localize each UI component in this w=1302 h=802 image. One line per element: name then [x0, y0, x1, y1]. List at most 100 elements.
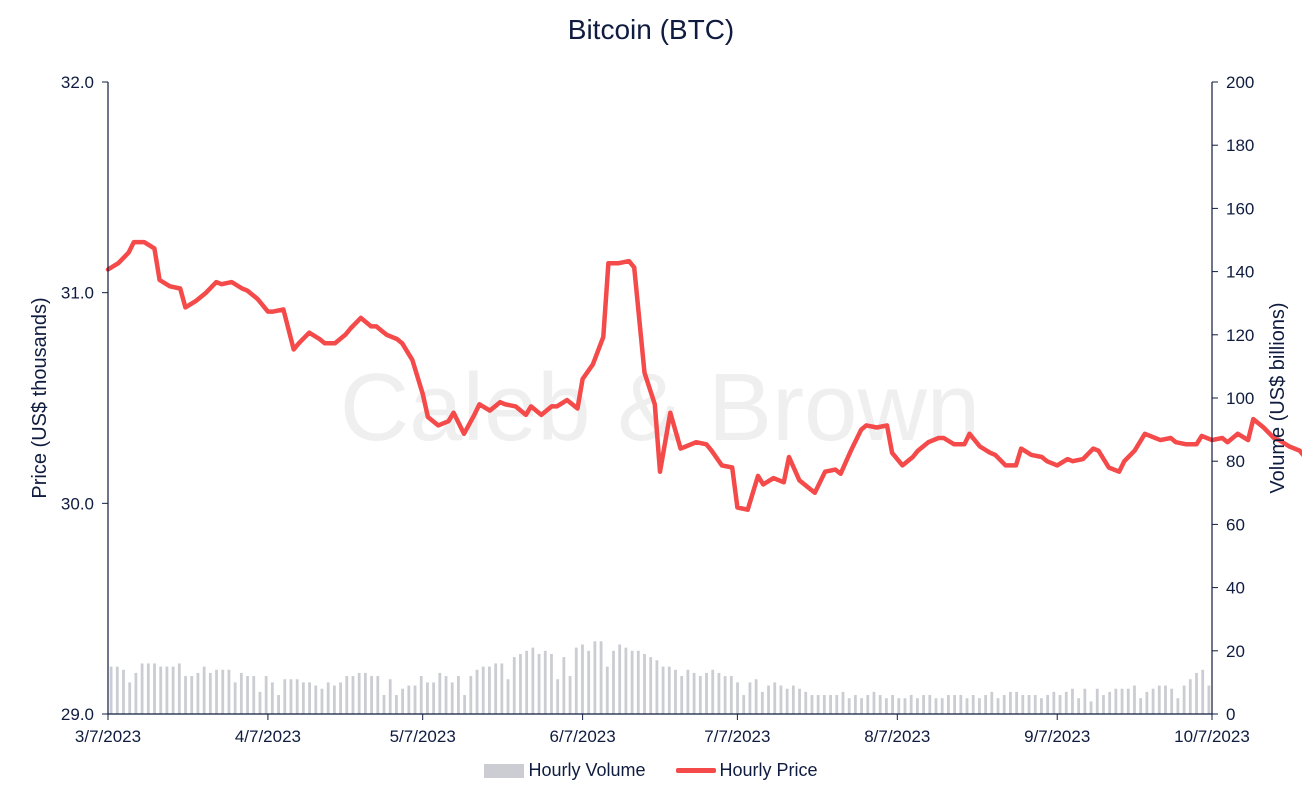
volume-bar — [506, 679, 510, 714]
volume-bar — [1021, 695, 1025, 714]
volume-bar — [723, 676, 727, 714]
volume-bar — [655, 660, 659, 714]
legend-label-price: Hourly Price — [719, 760, 818, 780]
volume-bar — [804, 691, 808, 714]
volume-bar — [922, 695, 925, 714]
volume-bar — [196, 672, 200, 714]
volume-bar — [457, 676, 460, 714]
x-tick-label: 7/7/2023 — [704, 727, 770, 746]
volume-bar — [884, 698, 888, 714]
right-tick-label: 40 — [1226, 579, 1245, 598]
volume-bar — [909, 695, 913, 714]
x-tick-label: 3/7/2023 — [75, 727, 141, 746]
volume-bar — [512, 657, 516, 714]
volume-bar — [134, 672, 138, 714]
volume-bar — [531, 647, 535, 714]
volume-bar — [444, 676, 448, 714]
volume-bar — [742, 695, 746, 714]
volume-bar — [388, 679, 392, 714]
volume-bar — [1133, 685, 1136, 714]
volume-bar — [599, 641, 603, 714]
legend-swatch-volume — [484, 763, 525, 778]
volume-bar — [692, 672, 696, 714]
volume-bars — [109, 641, 1211, 714]
volume-bar — [407, 685, 411, 714]
volume-bar — [674, 669, 677, 714]
x-tick-label: 8/7/2023 — [864, 727, 930, 746]
volume-bar — [208, 672, 212, 714]
left-tick-label: 31.0 — [61, 284, 94, 303]
volume-bar — [525, 650, 529, 714]
volume-bar — [698, 676, 702, 714]
volume-bar — [1058, 695, 1062, 714]
volume-bar — [853, 695, 857, 714]
volume-bar — [332, 685, 336, 714]
volume-bar — [494, 663, 498, 714]
volume-bar — [1170, 688, 1174, 714]
volume-bar — [581, 644, 584, 714]
volume-bar — [426, 682, 429, 714]
left-tick-label: 30.0 — [61, 494, 94, 513]
right-tick-label: 60 — [1226, 515, 1245, 534]
volume-bar — [1052, 691, 1056, 714]
volume-bar — [221, 669, 225, 714]
volume-bar — [798, 688, 801, 714]
volume-bar — [1145, 691, 1149, 714]
right-tick-label: 180 — [1226, 136, 1254, 155]
left-axis-title: Price (US$ thousands) — [29, 297, 51, 498]
price-line-group — [105, 239, 1302, 512]
legend: Hourly Volume Hourly Price — [0, 760, 1302, 781]
volume-bar — [258, 691, 262, 714]
volume-bar — [860, 698, 863, 714]
volume-bar — [109, 666, 113, 714]
volume-bar — [847, 698, 851, 714]
volume-bar — [171, 666, 175, 714]
volume-bar — [326, 682, 330, 714]
volume-bar — [1064, 691, 1068, 714]
volume-bar — [618, 644, 622, 714]
volume-bar — [550, 653, 553, 714]
volume-bar — [363, 672, 367, 714]
volume-bar — [246, 676, 249, 714]
volume-bar — [593, 641, 597, 714]
volume-bar — [915, 698, 919, 714]
volume-bar — [277, 695, 280, 714]
volume-bar — [469, 676, 473, 714]
volume-bar — [351, 676, 355, 714]
volume-bar — [866, 695, 870, 714]
volume-bar — [680, 676, 684, 714]
volume-bar — [295, 679, 299, 714]
volume-bar — [450, 682, 454, 714]
volume-bar — [289, 679, 293, 714]
volume-bar — [643, 653, 646, 714]
left-tick-label: 32.0 — [61, 73, 94, 92]
volume-bar — [1182, 685, 1186, 714]
right-tick-label: 140 — [1226, 263, 1254, 282]
volume-bar — [810, 695, 814, 714]
volume-bar — [1089, 701, 1093, 714]
right-tick-label: 20 — [1226, 642, 1245, 661]
volume-bar — [339, 682, 342, 714]
volume-bar — [785, 688, 789, 714]
volume-bar — [562, 657, 566, 714]
right-tick-label: 120 — [1226, 326, 1254, 345]
volume-bar — [891, 695, 894, 714]
volume-bar — [1040, 698, 1043, 714]
x-tick-label: 4/7/2023 — [235, 727, 301, 746]
left-axis-ticks: 32.0 31.0 30.0 29.0 — [61, 73, 108, 724]
x-tick-label: 10/7/2023 — [1174, 727, 1250, 746]
volume-bar — [543, 650, 547, 714]
volume-bar — [978, 698, 981, 714]
volume-bar — [686, 669, 690, 714]
volume-bar — [264, 676, 268, 714]
volume-bar — [401, 688, 405, 714]
x-axis-ticks: 3/7/2023 4/7/2023 5/7/2023 6/7/2023 7/7/2023… — [75, 714, 1250, 746]
volume-bar — [667, 666, 671, 714]
volume-bar — [903, 698, 907, 714]
volume-bar — [500, 663, 504, 714]
volume-bar — [624, 647, 628, 714]
volume-bar — [705, 672, 708, 714]
volume-bar — [1114, 688, 1118, 714]
